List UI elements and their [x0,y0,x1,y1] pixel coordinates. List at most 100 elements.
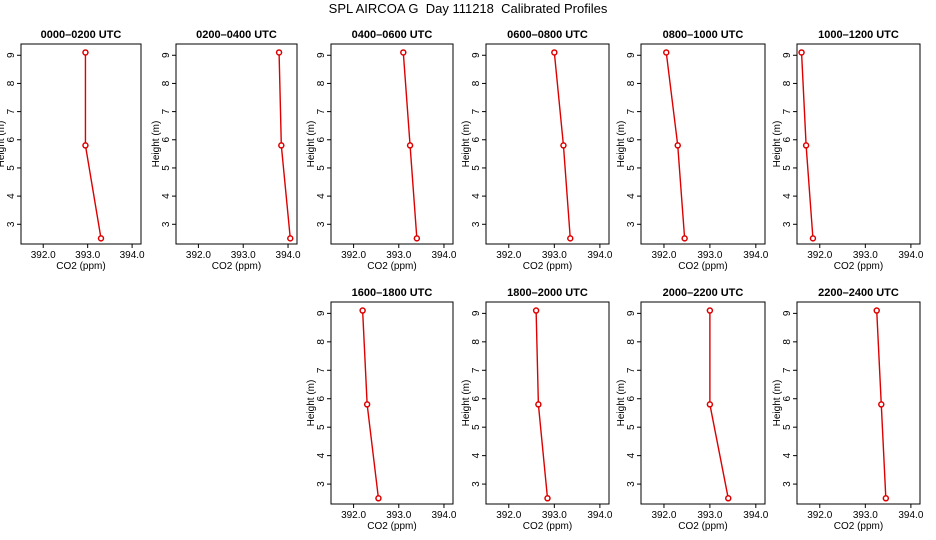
y-tick-label: 9 [316,52,327,58]
plot-frame [640,43,766,245]
y-tick-label: 8 [471,80,482,86]
y-tick-label: 4 [782,452,793,458]
x-tick-label: 394.0 [898,250,923,261]
y-tick-label: 3 [316,481,327,487]
x-tick-label: 394.0 [743,510,768,521]
y-tick-label: 3 [471,221,482,227]
panel-title: 1800–2000 UTC [507,287,588,299]
y-tick-label: 7 [471,367,482,373]
x-axis-label: CO2 (ppm) [56,261,105,272]
y-tick-label: 7 [6,108,17,114]
y-axis-label: Height (m) [306,121,317,168]
x-axis-label: CO2 (ppm) [834,261,883,272]
data-point [567,235,574,242]
y-tick-label: 8 [626,80,637,86]
y-tick-label: 3 [6,221,17,227]
y-tick-label: 4 [782,193,793,199]
y-tick-label: 6 [471,137,482,143]
y-tick-label: 6 [316,137,327,143]
y-tick-label: 9 [782,310,793,316]
y-tick-label: 7 [316,367,327,373]
y-tick-label: 9 [316,310,327,316]
y-axis-label: Height (m) [306,380,317,427]
x-tick-label: 394.0 [431,510,456,521]
x-tick-label: 393.0 [697,250,722,261]
y-tick-label: 3 [471,481,482,487]
y-tick-label: 3 [782,481,793,487]
y-tick-label: 8 [471,339,482,345]
data-point [725,495,732,502]
y-tick-label: 5 [161,165,172,171]
data-point [400,49,407,56]
y-tick-label: 8 [316,339,327,345]
data-point [535,401,542,408]
y-tick-label: 3 [316,221,327,227]
y-axis-label: Height (m) [616,121,627,168]
x-tick-label: 392.0 [807,510,832,521]
y-axis-label: Height (m) [461,121,472,168]
plot-frame [20,43,142,245]
x-tick-label: 392.0 [807,250,832,261]
y-tick-label: 7 [626,108,637,114]
data-point [882,495,890,502]
x-axis-label: CO2 (ppm) [212,261,261,272]
data-point [406,142,414,149]
data-point [802,142,810,149]
y-tick-label: 4 [626,452,637,458]
x-tick-label: 392.0 [341,510,366,521]
plot-frame [640,301,766,505]
y-tick-label: 6 [161,137,172,143]
data-point [82,49,89,56]
x-axis-label: CO2 (ppm) [367,521,416,532]
y-tick-label: 6 [626,396,637,402]
x-tick-label: 392.0 [31,250,56,261]
y-tick-label: 9 [626,310,637,316]
plot-frame [796,301,921,505]
y-tick-label: 5 [626,165,637,171]
y-tick-label: 9 [782,52,793,58]
data-point [363,401,371,408]
x-tick-label: 393.0 [542,510,567,521]
y-tick-label: 4 [161,193,172,199]
x-axis-label: CO2 (ppm) [523,521,572,532]
x-axis-label: CO2 (ppm) [678,261,727,272]
y-tick-label: 7 [161,108,172,114]
x-tick-label: 392.0 [651,510,676,521]
y-tick-label: 5 [471,165,482,171]
y-axis-label: Height (m) [616,380,627,427]
y-tick-label: 6 [471,396,482,402]
data-point [878,401,885,408]
x-tick-label: 393.0 [697,510,722,521]
x-tick-label: 394.0 [743,250,768,261]
x-tick-label: 393.0 [386,250,411,261]
main-title: SPL AIRCOA G Day 111218 Calibrated Profi… [328,1,608,16]
x-axis-label: CO2 (ppm) [367,261,416,272]
data-point [413,235,421,242]
y-tick-label: 6 [6,137,17,143]
y-tick-label: 7 [782,367,793,373]
y-tick-label: 5 [6,165,17,171]
y-tick-label: 3 [626,221,637,227]
x-axis-label: CO2 (ppm) [523,261,572,272]
panel-title: 0600–0800 UTC [507,29,588,41]
data-point [275,49,283,56]
y-tick-label: 9 [626,52,637,58]
y-tick-label: 6 [782,137,793,143]
panel-title: 0800–1000 UTC [663,29,744,41]
y-tick-label: 8 [782,339,793,345]
data-point [873,307,880,314]
y-tick-label: 6 [316,396,327,402]
x-tick-label: 394.0 [898,510,923,521]
data-point [663,49,670,56]
x-tick-label: 392.0 [651,250,676,261]
data-point [681,235,688,242]
plot-frame [330,43,454,245]
panel-title: 0000–0200 UTC [41,29,122,41]
panel-title: 0400–0600 UTC [352,29,433,41]
y-tick-label: 6 [782,396,793,402]
panel-title: 2000–2200 UTC [663,287,744,299]
y-axis-label: Height (m) [772,121,783,168]
data-point [706,401,714,408]
y-axis-label: Height (m) [151,121,162,168]
plot-frame [485,43,610,245]
